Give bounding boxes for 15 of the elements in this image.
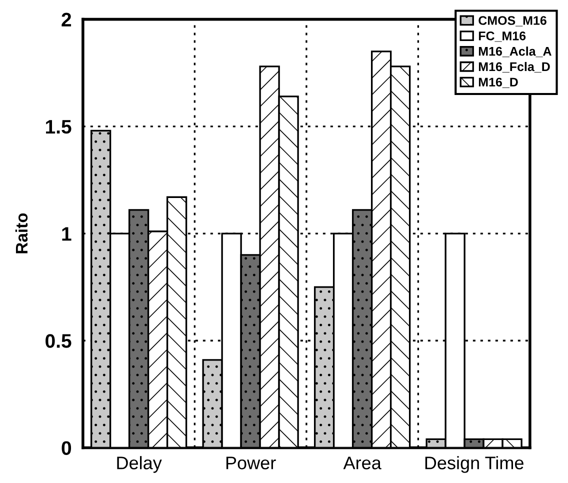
x-tick-label: Delay xyxy=(117,456,162,473)
y-tick-label: 1 xyxy=(62,227,72,241)
x-tick-label: Design Time xyxy=(425,456,524,473)
legend-label: M16_Fcla_D xyxy=(478,62,550,73)
legend-label: CMOS_M16 xyxy=(478,16,546,26)
x-tick-label: Area xyxy=(343,456,382,470)
y-tick-label: 2 xyxy=(62,12,72,26)
x-tick-label: Power xyxy=(226,456,276,470)
y-tick-label: 0.5 xyxy=(46,334,72,348)
y-tick-label: 0 xyxy=(62,441,72,455)
legend-label: M16_D xyxy=(478,78,518,88)
legend-label: M16_Acla_A xyxy=(478,46,552,58)
y-tick-label: 1.5 xyxy=(46,120,72,134)
legend-label: FC_M16 xyxy=(478,31,526,42)
y-axis-title: Raito xyxy=(15,213,28,254)
